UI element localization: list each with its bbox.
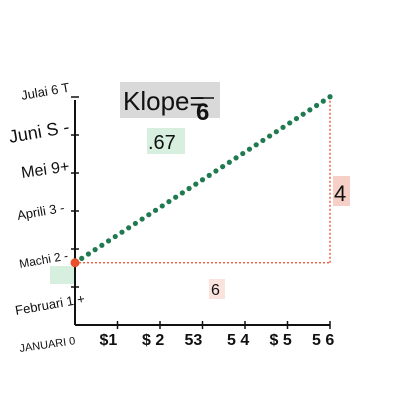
series-dot: [206, 172, 212, 178]
y-tick-label: Mei 9+: [20, 158, 70, 182]
series-dot: [105, 238, 112, 244]
series-dot: [132, 220, 138, 227]
series-dot: [260, 137, 266, 144]
x-tick-label: $ 5: [270, 332, 292, 349]
series-dot: [152, 207, 159, 213]
start-point: [70, 258, 80, 268]
series-dot: [246, 146, 253, 152]
series-dot: [199, 177, 206, 183]
series-dot: [179, 190, 185, 196]
series-dot: [300, 111, 306, 117]
slope-value: .67: [148, 132, 176, 154]
series-dot: [253, 142, 259, 148]
rise-label: 4: [334, 181, 346, 206]
series-dot: [146, 212, 152, 218]
series-dot: [119, 229, 125, 235]
series-dot: [79, 255, 85, 261]
series-dot: [293, 115, 300, 122]
series-dot: [213, 168, 219, 174]
y-tick-label: Juni S -: [7, 117, 71, 147]
series-dot: [173, 194, 179, 200]
series-dot: [99, 242, 105, 248]
series-dot: [220, 164, 226, 170]
x-tick-label: 5 6: [312, 332, 334, 349]
series-dot: [287, 120, 293, 126]
data-series: [70, 94, 333, 268]
run-label: 6: [211, 282, 220, 299]
slope-value-background: [147, 128, 185, 154]
series-dot: [126, 225, 132, 231]
series-dot: [320, 98, 326, 104]
x-ticks: [71, 96, 331, 329]
series-dot: [313, 102, 320, 109]
series-dot: [280, 124, 286, 130]
x-tick-label: 53: [185, 332, 203, 349]
x-tick-label: 5 4: [227, 332, 249, 349]
x-tick-label: $1: [100, 332, 118, 349]
x-tick-labels: $1 $ 2 53 5 4 $ 5 5 6: [100, 332, 335, 349]
slope-fraction: 6: [196, 99, 209, 126]
y-tick-label-highlight: [50, 266, 74, 284]
y-tick-label: Aprili 3 -: [16, 200, 66, 223]
series-dot: [166, 198, 172, 205]
y-tick-labels: JANUARI 0 Februari 1 + Machi 2 - Aprili …: [7, 80, 86, 355]
series-dot: [92, 247, 98, 253]
series-dot: [193, 181, 199, 187]
series-dot: [85, 251, 92, 257]
series-dot: [233, 155, 239, 161]
series-dot: [267, 133, 273, 139]
y-tick-label: JANUARI 0: [19, 335, 76, 355]
series-dot: [307, 107, 313, 113]
slope-label-background: [120, 82, 220, 118]
rise-label-background: [333, 176, 350, 206]
series-dot: [226, 159, 232, 165]
series-dot: [159, 203, 165, 209]
series-dot: [186, 185, 192, 192]
x-tick-label: $ 2: [142, 332, 164, 349]
series-dot: [273, 129, 279, 135]
y-tick-label: Julai 6 T: [20, 80, 71, 103]
series-dot: [327, 94, 333, 100]
series-dot: [139, 216, 145, 222]
run-label-background: [209, 279, 225, 299]
series-dot: [112, 233, 118, 240]
series-dot: [240, 150, 246, 157]
slope-label: Klope=: [123, 86, 205, 116]
